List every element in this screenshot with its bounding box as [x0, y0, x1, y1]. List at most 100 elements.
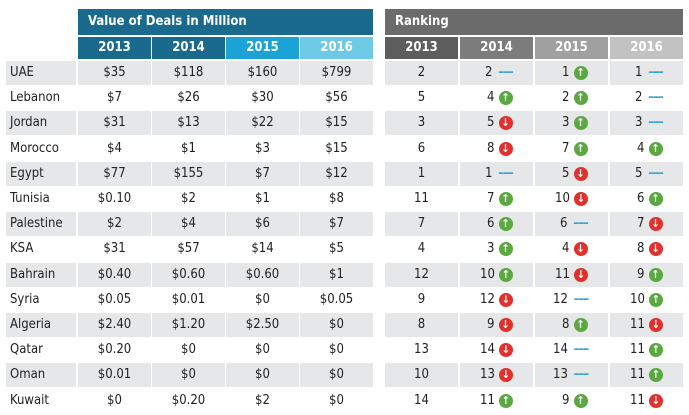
deal-value: $35: [78, 61, 151, 85]
rank-value: 1 –––: [610, 61, 683, 85]
rank-value: 8: [385, 313, 458, 337]
deal-value: $0: [329, 393, 344, 408]
deal-value: $57: [177, 241, 200, 256]
deals-header: Value of Deals in Million: [78, 9, 373, 35]
deal-value: $13: [152, 111, 225, 135]
rank-number: 5: [417, 90, 426, 105]
rank-up-icon: ↑: [648, 343, 663, 357]
rank-value: 6 ↑: [460, 212, 533, 236]
rank-number: 7: [637, 216, 645, 231]
rank-number: 11: [630, 317, 645, 332]
rank-value: 2 –––: [610, 86, 683, 110]
rank-year-2015: 2015: [535, 37, 608, 59]
deal-value: $0: [255, 292, 270, 307]
rank-up-icon: ↑: [648, 268, 663, 282]
rank-up-icon: ↑: [648, 142, 663, 156]
rank-value: 13: [385, 338, 458, 362]
rank-number: 2: [417, 65, 426, 80]
rank-value: 6 –––: [535, 212, 608, 236]
rank-number: 2: [485, 65, 493, 80]
rank-value: 11 ↑: [460, 389, 533, 413]
rank-down-icon: ↓: [498, 368, 513, 382]
rank-number: 3: [417, 115, 426, 130]
rank-number: 9: [637, 267, 645, 282]
deal-value: $26: [177, 90, 200, 105]
rank-down-icon: ↓: [498, 343, 513, 357]
rank-value: 8 ↓: [460, 137, 533, 161]
rank-number: 6: [487, 216, 495, 231]
rank-number: 8: [562, 317, 570, 332]
rank-number: 14: [553, 342, 568, 357]
deal-value: $5: [329, 241, 344, 256]
rank-number: 11: [630, 367, 645, 382]
deal-value: $0.10: [97, 191, 132, 206]
deal-value: $0: [329, 342, 344, 357]
rank-number: 11: [414, 191, 429, 206]
rank-number: 6: [637, 191, 645, 206]
deal-value: $31: [103, 241, 126, 256]
rank-down-icon: ↓: [498, 318, 513, 332]
rank-up-icon: ↑: [498, 217, 513, 231]
rank-same-icon: –––: [573, 367, 590, 382]
deal-value: $8: [329, 191, 344, 206]
deal-value: $160: [226, 61, 299, 85]
deal-value: $0.01: [171, 292, 206, 307]
rank-number: 4: [562, 241, 570, 256]
rank-number: 5: [487, 115, 495, 130]
deal-value: $31: [78, 111, 151, 135]
deal-value: $0.05: [97, 292, 132, 307]
country-name: Lebanon: [10, 90, 61, 105]
deal-value: $0: [300, 313, 373, 337]
country-name: Morocco: [10, 141, 59, 156]
rank-value: 14 ↓: [460, 338, 533, 362]
rank-number: 10: [480, 267, 495, 282]
rank-value: 8 ↓: [610, 237, 683, 261]
country-name: Syria: [10, 292, 40, 307]
rank-value: 12: [385, 263, 458, 287]
rank-up-icon: ↑: [573, 142, 588, 156]
deal-value: $4: [152, 212, 225, 236]
rank-number: 1: [485, 166, 493, 181]
deal-value: $6: [226, 212, 299, 236]
rank-number: 9: [487, 317, 495, 332]
rank-up-icon: ↑: [498, 192, 513, 206]
rank-value: 11: [385, 187, 458, 211]
rank-value: 3: [385, 111, 458, 135]
rank-down-icon: ↓: [573, 167, 588, 181]
rank-number: 14: [480, 342, 495, 357]
rank-value: 2: [385, 61, 458, 85]
rank-value: 9 ↑: [610, 263, 683, 287]
rank-down-icon: ↓: [498, 142, 513, 156]
rank-up-icon: ↑: [498, 91, 513, 105]
rank-number: 11: [630, 342, 645, 357]
country-name: KSA: [10, 241, 34, 256]
rank-number: 13: [480, 367, 495, 382]
rank-number: 1: [417, 166, 426, 181]
rank-down-icon: ↓: [498, 293, 513, 307]
deal-value: $2.50: [226, 313, 299, 337]
deal-value: $0: [226, 363, 299, 387]
deal-value: $3: [255, 141, 270, 156]
rank-number: 9: [417, 292, 426, 307]
deal-value: $15: [325, 141, 348, 156]
rank-value: 5 –––: [610, 162, 683, 186]
rank-number: 8: [487, 141, 495, 156]
rank-up-icon: ↑: [573, 394, 588, 408]
rank-value: 7 ↑: [535, 137, 608, 161]
deal-value: $7: [226, 162, 299, 186]
rank-value: 10 ↑: [460, 263, 533, 287]
deal-value: $14: [251, 241, 274, 256]
rank-value: 9 ↓: [460, 313, 533, 337]
rank-number: 5: [562, 166, 570, 181]
rank-value: 11 ↑: [610, 363, 683, 387]
rank-number: 6: [560, 216, 568, 231]
rank-value: 6 ↑: [610, 187, 683, 211]
country-name: Algeria: [6, 313, 76, 337]
rank-value: 7: [385, 212, 458, 236]
rank-same-icon: –––: [573, 292, 590, 307]
rank-up-icon: ↑: [498, 394, 513, 408]
rank-down-icon: ↓: [573, 242, 588, 256]
rank-same-icon: –––: [573, 216, 589, 231]
deal-value: $0.20: [97, 342, 132, 357]
country-name: Palestine: [6, 212, 76, 236]
